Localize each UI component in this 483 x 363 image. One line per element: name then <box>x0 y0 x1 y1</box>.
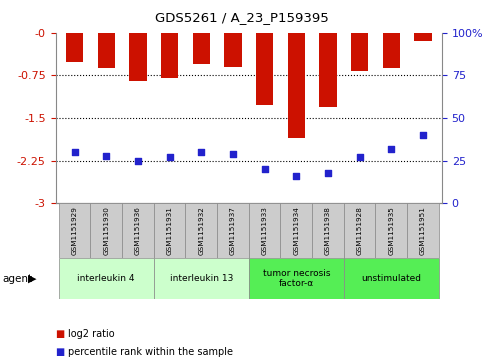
Text: GSM1151951: GSM1151951 <box>420 206 426 255</box>
Point <box>261 166 269 172</box>
Point <box>387 146 395 152</box>
Bar <box>351 33 369 72</box>
Text: GSM1151930: GSM1151930 <box>103 206 109 255</box>
Text: ■: ■ <box>56 347 65 357</box>
Point <box>71 149 78 155</box>
Point <box>419 132 427 138</box>
Text: GSM1151934: GSM1151934 <box>293 206 299 255</box>
Bar <box>224 33 242 67</box>
Text: agent: agent <box>2 274 32 284</box>
FancyBboxPatch shape <box>249 203 281 258</box>
Text: GSM1151938: GSM1151938 <box>325 206 331 255</box>
Point <box>229 151 237 157</box>
Text: GSM1151931: GSM1151931 <box>167 206 172 255</box>
FancyBboxPatch shape <box>344 258 439 299</box>
Bar <box>98 33 115 68</box>
Text: GSM1151936: GSM1151936 <box>135 206 141 255</box>
Text: ■: ■ <box>56 329 65 339</box>
Point <box>356 154 364 160</box>
Bar <box>256 33 273 106</box>
Text: GSM1151933: GSM1151933 <box>262 206 268 255</box>
FancyBboxPatch shape <box>122 203 154 258</box>
Point <box>198 149 205 155</box>
FancyBboxPatch shape <box>281 203 312 258</box>
Text: GSM1151935: GSM1151935 <box>388 206 394 255</box>
FancyBboxPatch shape <box>59 258 154 299</box>
Text: GSM1151932: GSM1151932 <box>198 206 204 255</box>
Bar <box>319 33 337 107</box>
Point <box>324 170 332 175</box>
Bar <box>287 33 305 138</box>
FancyBboxPatch shape <box>375 203 407 258</box>
FancyBboxPatch shape <box>344 203 375 258</box>
Text: log2 ratio: log2 ratio <box>68 329 114 339</box>
Bar <box>129 33 147 81</box>
Text: GSM1151937: GSM1151937 <box>230 206 236 255</box>
Text: percentile rank within the sample: percentile rank within the sample <box>68 347 233 357</box>
FancyBboxPatch shape <box>312 203 344 258</box>
FancyBboxPatch shape <box>217 203 249 258</box>
Text: GDS5261 / A_23_P159395: GDS5261 / A_23_P159395 <box>155 11 328 24</box>
Bar <box>383 33 400 69</box>
Bar <box>66 33 83 62</box>
Point <box>102 152 110 158</box>
Text: ▶: ▶ <box>28 274 37 284</box>
Text: interleukin 4: interleukin 4 <box>77 274 135 283</box>
Text: unstimulated: unstimulated <box>361 274 421 283</box>
FancyBboxPatch shape <box>185 203 217 258</box>
Text: GSM1151929: GSM1151929 <box>71 206 78 255</box>
FancyBboxPatch shape <box>154 258 249 299</box>
Point <box>134 158 142 163</box>
FancyBboxPatch shape <box>407 203 439 258</box>
Point <box>292 173 300 179</box>
FancyBboxPatch shape <box>59 203 90 258</box>
FancyBboxPatch shape <box>249 258 344 299</box>
Bar <box>193 33 210 64</box>
FancyBboxPatch shape <box>90 203 122 258</box>
Bar <box>414 33 432 41</box>
Text: tumor necrosis
factor-α: tumor necrosis factor-α <box>262 269 330 288</box>
Text: GSM1151928: GSM1151928 <box>356 206 363 255</box>
Text: interleukin 13: interleukin 13 <box>170 274 233 283</box>
Point <box>166 154 173 160</box>
FancyBboxPatch shape <box>154 203 185 258</box>
Bar <box>161 33 178 78</box>
